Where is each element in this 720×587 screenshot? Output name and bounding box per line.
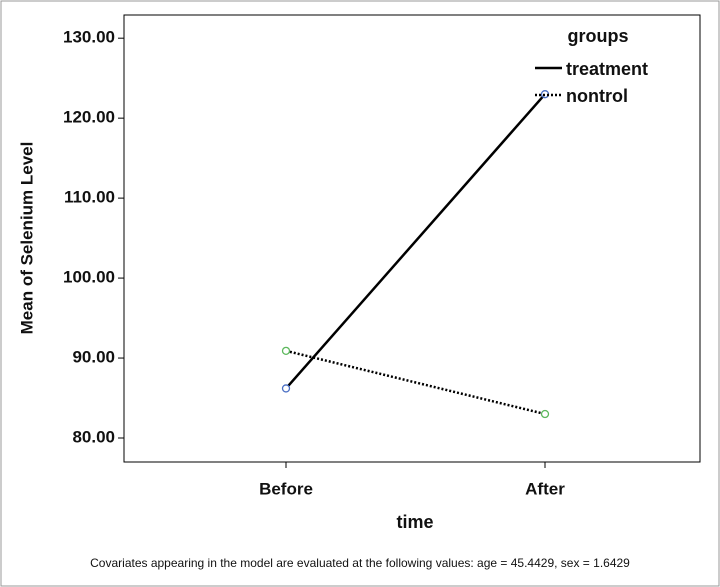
legend-label: treatment — [566, 59, 648, 79]
y-tick-label: 80.00 — [72, 427, 115, 446]
y-tick-label: 100.00 — [63, 268, 115, 287]
x-tick-label: After — [525, 479, 565, 498]
y-axis-label: Mean of Selenium Level — [17, 142, 36, 335]
x-tick-label: Before — [259, 479, 313, 498]
series-line — [285, 93, 546, 390]
series-line — [285, 349, 546, 416]
legend-title: groups — [568, 26, 629, 46]
legend-label: nontrol — [566, 86, 628, 106]
plot-area — [123, 14, 701, 463]
marker — [281, 346, 291, 355]
x-axis-label: time — [396, 512, 433, 532]
y-tick-label: 120.00 — [63, 108, 115, 127]
marker — [540, 409, 550, 419]
y-tick-label: 110.00 — [64, 188, 115, 207]
y-tick-label: 130.00 — [63, 28, 115, 47]
marker — [281, 384, 291, 393]
y-tick-label: 90.00 — [72, 348, 115, 367]
footnote: Covariates appearing in the model are ev… — [90, 556, 630, 570]
